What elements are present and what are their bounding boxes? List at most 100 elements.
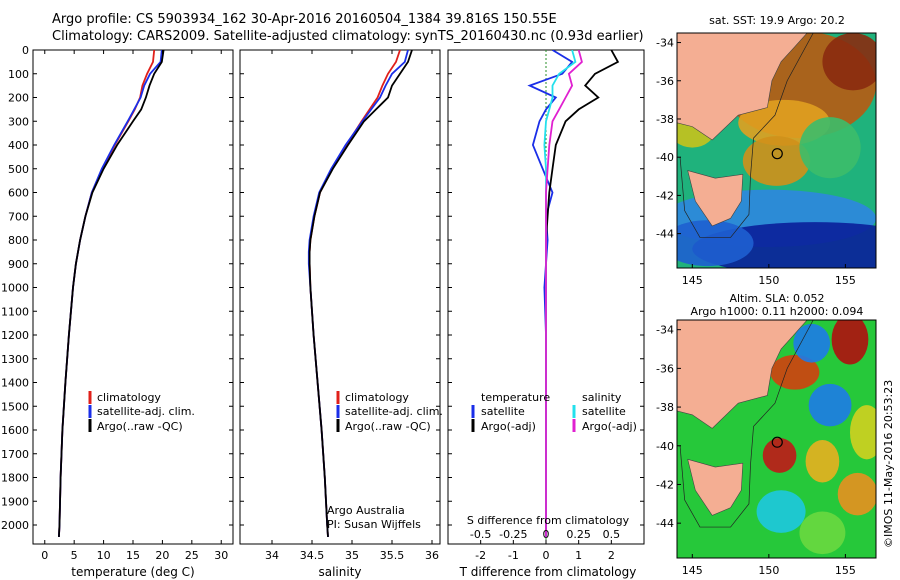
series-argo-raw-qc- (58, 50, 165, 537)
depth-tick-label: 1500 (1, 400, 29, 413)
x-tick-label: 15 (126, 549, 140, 562)
sst-map-frame (676, 32, 877, 269)
land-tasmania (687, 458, 744, 516)
salinity-legend: climatology satellite-adj. clim. Argo(..… (336, 391, 443, 433)
s-tick-label: 0.25 (566, 528, 591, 541)
x-tick-label: -2 (475, 549, 486, 562)
argo-position-marker (771, 436, 783, 448)
map-y-tick-label: -44 (656, 517, 674, 530)
sst-heatmap (677, 33, 876, 268)
depth-tick-label: 200 (8, 92, 29, 105)
depth-tick-label: 2000 (1, 519, 29, 532)
sst-map-title: sat. SST: 19.9 Argo: 20.2 (709, 14, 845, 27)
depth-tick-label: 1000 (1, 282, 29, 295)
x-tick-label: 25 (185, 549, 199, 562)
land-tasmania (687, 170, 744, 227)
argo-position-marker (771, 148, 783, 160)
salinity-axes (239, 49, 441, 545)
depth-tick-label: 1700 (1, 448, 29, 461)
depth-tick-label: 700 (8, 210, 29, 223)
x-tick-label: 34 (265, 549, 279, 562)
depth-tick-label: 1200 (1, 329, 29, 342)
map-feature (799, 511, 846, 555)
map-feature (805, 439, 840, 483)
legend-label-s-argo: Argo(-adj) (582, 420, 637, 433)
map-x-tick-label: 150 (758, 564, 779, 577)
x-tick-label: 30 (214, 549, 228, 562)
x-tick-label: -1 (508, 549, 519, 562)
x-tick-label: 35 (345, 549, 359, 562)
depth-contour (679, 33, 814, 238)
x-tick-label: 20 (155, 549, 169, 562)
x-tick-label: 5 (71, 549, 78, 562)
temperature-legend: climatology satellite-adj. clim. Argo(..… (88, 391, 195, 433)
depth-tick-label: 1800 (1, 472, 29, 485)
map-feature (808, 383, 852, 427)
map-feature (756, 490, 806, 533)
legend-label-climatology: climatology (97, 391, 161, 404)
map-feature (793, 323, 831, 363)
x-tick-label: 1 (575, 549, 582, 562)
land-mainland (677, 320, 808, 429)
map-y-tick-label: -42 (656, 189, 674, 202)
legend-heading-temperature: temperature (481, 391, 550, 404)
legend-label-satellite: satellite-adj. clim. (97, 405, 195, 418)
legend-label-satellite: satellite-adj. clim. (345, 405, 443, 418)
series-satellite-adj-clim- (58, 50, 163, 537)
series-temperature-argo-adj- (545, 50, 620, 537)
depth-tick-label: 100 (8, 68, 29, 81)
sla-map-title: Altim. SLA: 0.052 (729, 292, 824, 305)
x-tick-label: 34.5 (300, 549, 325, 562)
x-tick-label: 10 (97, 549, 111, 562)
imos-stamp: ©IMOS 11-May-2016 20:53:23 (882, 380, 895, 548)
depth-tick-label: 400 (8, 139, 29, 152)
annotation-argo-australia: Argo Australia (327, 504, 405, 517)
series-salinity-argo-adj- (545, 50, 583, 537)
temperature-xlabel: temperature (deg C) (71, 565, 194, 579)
map-y-tick-label: -38 (656, 401, 674, 414)
legend-heading-salinity: salinity (582, 391, 622, 404)
depth-tick-label: 1600 (1, 424, 29, 437)
depth-contour (679, 320, 814, 528)
sla-heatmap (677, 320, 876, 558)
map-y-tick-label: -36 (656, 362, 674, 375)
header-line1: Argo profile: CS 5903934_162 30-Apr-2016… (52, 12, 557, 27)
map-feature (762, 438, 797, 473)
temperature-axes (32, 49, 234, 545)
depth-tick-label: 300 (8, 115, 29, 128)
map-y-tick-label: -34 (656, 37, 674, 50)
x-tick-label: 36 (425, 549, 439, 562)
s-tick-label: -0.25 (499, 528, 527, 541)
land-mainland (677, 33, 808, 141)
map-y-tick-label: -40 (656, 151, 674, 164)
x-tick-label: 0 (41, 549, 48, 562)
difference-legend: temperature salinity satellite Argo(-adj… (471, 391, 637, 433)
depth-tick-label: 600 (8, 187, 29, 200)
legend-label-argo: Argo(..raw -QC) (97, 420, 183, 433)
sla-map-frame (676, 319, 877, 559)
depth-tick-label: 1100 (1, 305, 29, 318)
legend-label-t-argo: Argo(-adj) (481, 420, 536, 433)
depth-tick-label: 1400 (1, 377, 29, 390)
diff-xlabel: T difference from climatology (459, 565, 637, 579)
map-y-tick-label: -44 (656, 228, 674, 241)
depth-tick-label: 800 (8, 234, 29, 247)
map-feature (831, 320, 869, 365)
x-tick-label: 2 (608, 549, 615, 562)
legend-label-t-satellite: satellite (481, 405, 525, 418)
map-x-tick-label: 155 (835, 274, 856, 287)
map-x-tick-label: 150 (758, 274, 779, 287)
x-tick-label: 35.5 (380, 549, 405, 562)
depth-tick-label: 0 (22, 44, 29, 57)
diff-top-xlabel: S difference from climatology (467, 514, 630, 527)
map-x-tick-label: 155 (835, 564, 856, 577)
map-x-tick-label: 145 (682, 274, 703, 287)
s-tick-label: -0.5 (470, 528, 491, 541)
map-feature (742, 136, 811, 186)
depth-tick-label: 1900 (1, 495, 29, 508)
legend-label-argo: Argo(..raw -QC) (345, 420, 431, 433)
x-tick-label: 0 (543, 549, 550, 562)
map-feature (677, 220, 754, 267)
map-feature (822, 33, 876, 91)
s-tick-label: 0.5 (603, 528, 621, 541)
